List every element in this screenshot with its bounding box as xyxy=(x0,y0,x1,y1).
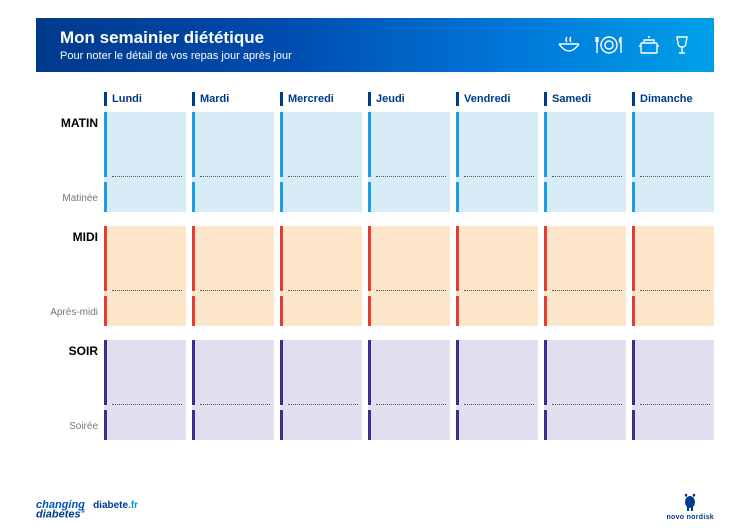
week-grid: Lundi Mardi Mercredi Jeudi Vendredi Same… xyxy=(36,92,714,477)
period-main-label: MIDI xyxy=(36,226,98,244)
meal-cell xyxy=(456,340,538,440)
header-text: Mon semainier diététique Pour noter le d… xyxy=(60,28,292,62)
meal-cell xyxy=(280,226,362,326)
meal-cell xyxy=(192,226,274,326)
period-row-soir: SOIR Soirée xyxy=(36,340,714,440)
wine-glass-icon xyxy=(674,34,690,56)
period-cells xyxy=(104,112,714,212)
footer: changing diabetes® diabete.fr novo nordi… xyxy=(36,491,714,521)
period-cells xyxy=(104,226,714,326)
day-header: Lundi xyxy=(104,92,186,106)
meal-cell xyxy=(104,340,186,440)
day-header: Jeudi xyxy=(368,92,450,106)
meal-cell xyxy=(456,226,538,326)
day-header: Mercredi xyxy=(280,92,362,106)
meal-cell xyxy=(632,340,714,440)
period-labels: SOIR Soirée xyxy=(36,340,104,440)
meal-cell xyxy=(632,112,714,212)
pot-icon xyxy=(636,34,662,56)
meal-cell xyxy=(544,340,626,440)
day-headers-row: Lundi Mardi Mercredi Jeudi Vendredi Same… xyxy=(104,92,714,106)
day-header: Dimanche xyxy=(632,92,714,106)
meal-cell xyxy=(368,226,450,326)
day-header: Vendredi xyxy=(456,92,538,106)
novo-nordisk-logo: novo nordisk xyxy=(666,491,714,521)
header-icons xyxy=(556,34,690,56)
period-labels: MATIN Matinée xyxy=(36,112,104,212)
meal-cell xyxy=(368,112,450,212)
period-labels: MIDI Après-midi xyxy=(36,226,104,326)
day-header: Mardi xyxy=(192,92,274,106)
plate-cutlery-icon xyxy=(594,34,624,56)
period-sub-label: Matinée xyxy=(36,193,98,212)
period-sub-label: Après-midi xyxy=(36,307,98,326)
meal-cell xyxy=(544,112,626,212)
meal-cell xyxy=(632,226,714,326)
page-title: Mon semainier diététique xyxy=(60,28,292,48)
period-main-label: SOIR xyxy=(36,340,98,358)
apis-bull-icon xyxy=(679,491,701,513)
period-sub-label: Soirée xyxy=(36,421,98,440)
period-row-matin: MATIN Matinée xyxy=(36,112,714,212)
meal-cell xyxy=(104,112,186,212)
brand-text: novo nordisk xyxy=(666,514,714,521)
day-header: Samedi xyxy=(544,92,626,106)
bowl-icon xyxy=(556,34,582,56)
meal-cell xyxy=(192,340,274,440)
period-cells xyxy=(104,340,714,440)
site-part-b: .fr xyxy=(128,500,138,511)
page-subtitle: Pour noter le détail de vos repas jour a… xyxy=(60,50,292,62)
meal-cell xyxy=(192,112,274,212)
meal-cell xyxy=(544,226,626,326)
meal-cell xyxy=(280,112,362,212)
footer-left: changing diabetes® diabete.fr xyxy=(36,500,138,521)
period-row-midi: MIDI Après-midi xyxy=(36,226,714,326)
changing-diabetes-logo: changing diabetes® xyxy=(36,501,85,521)
meal-cell xyxy=(368,340,450,440)
meal-cell xyxy=(456,112,538,212)
diabetes-word: diabetes xyxy=(36,509,81,521)
meal-cell xyxy=(280,340,362,440)
site-part-a: diabete xyxy=(93,500,128,511)
period-main-label: MATIN xyxy=(36,112,98,130)
meal-cell xyxy=(104,226,186,326)
site-link: diabete.fr xyxy=(93,500,138,511)
header-banner: Mon semainier diététique Pour noter le d… xyxy=(36,18,714,72)
